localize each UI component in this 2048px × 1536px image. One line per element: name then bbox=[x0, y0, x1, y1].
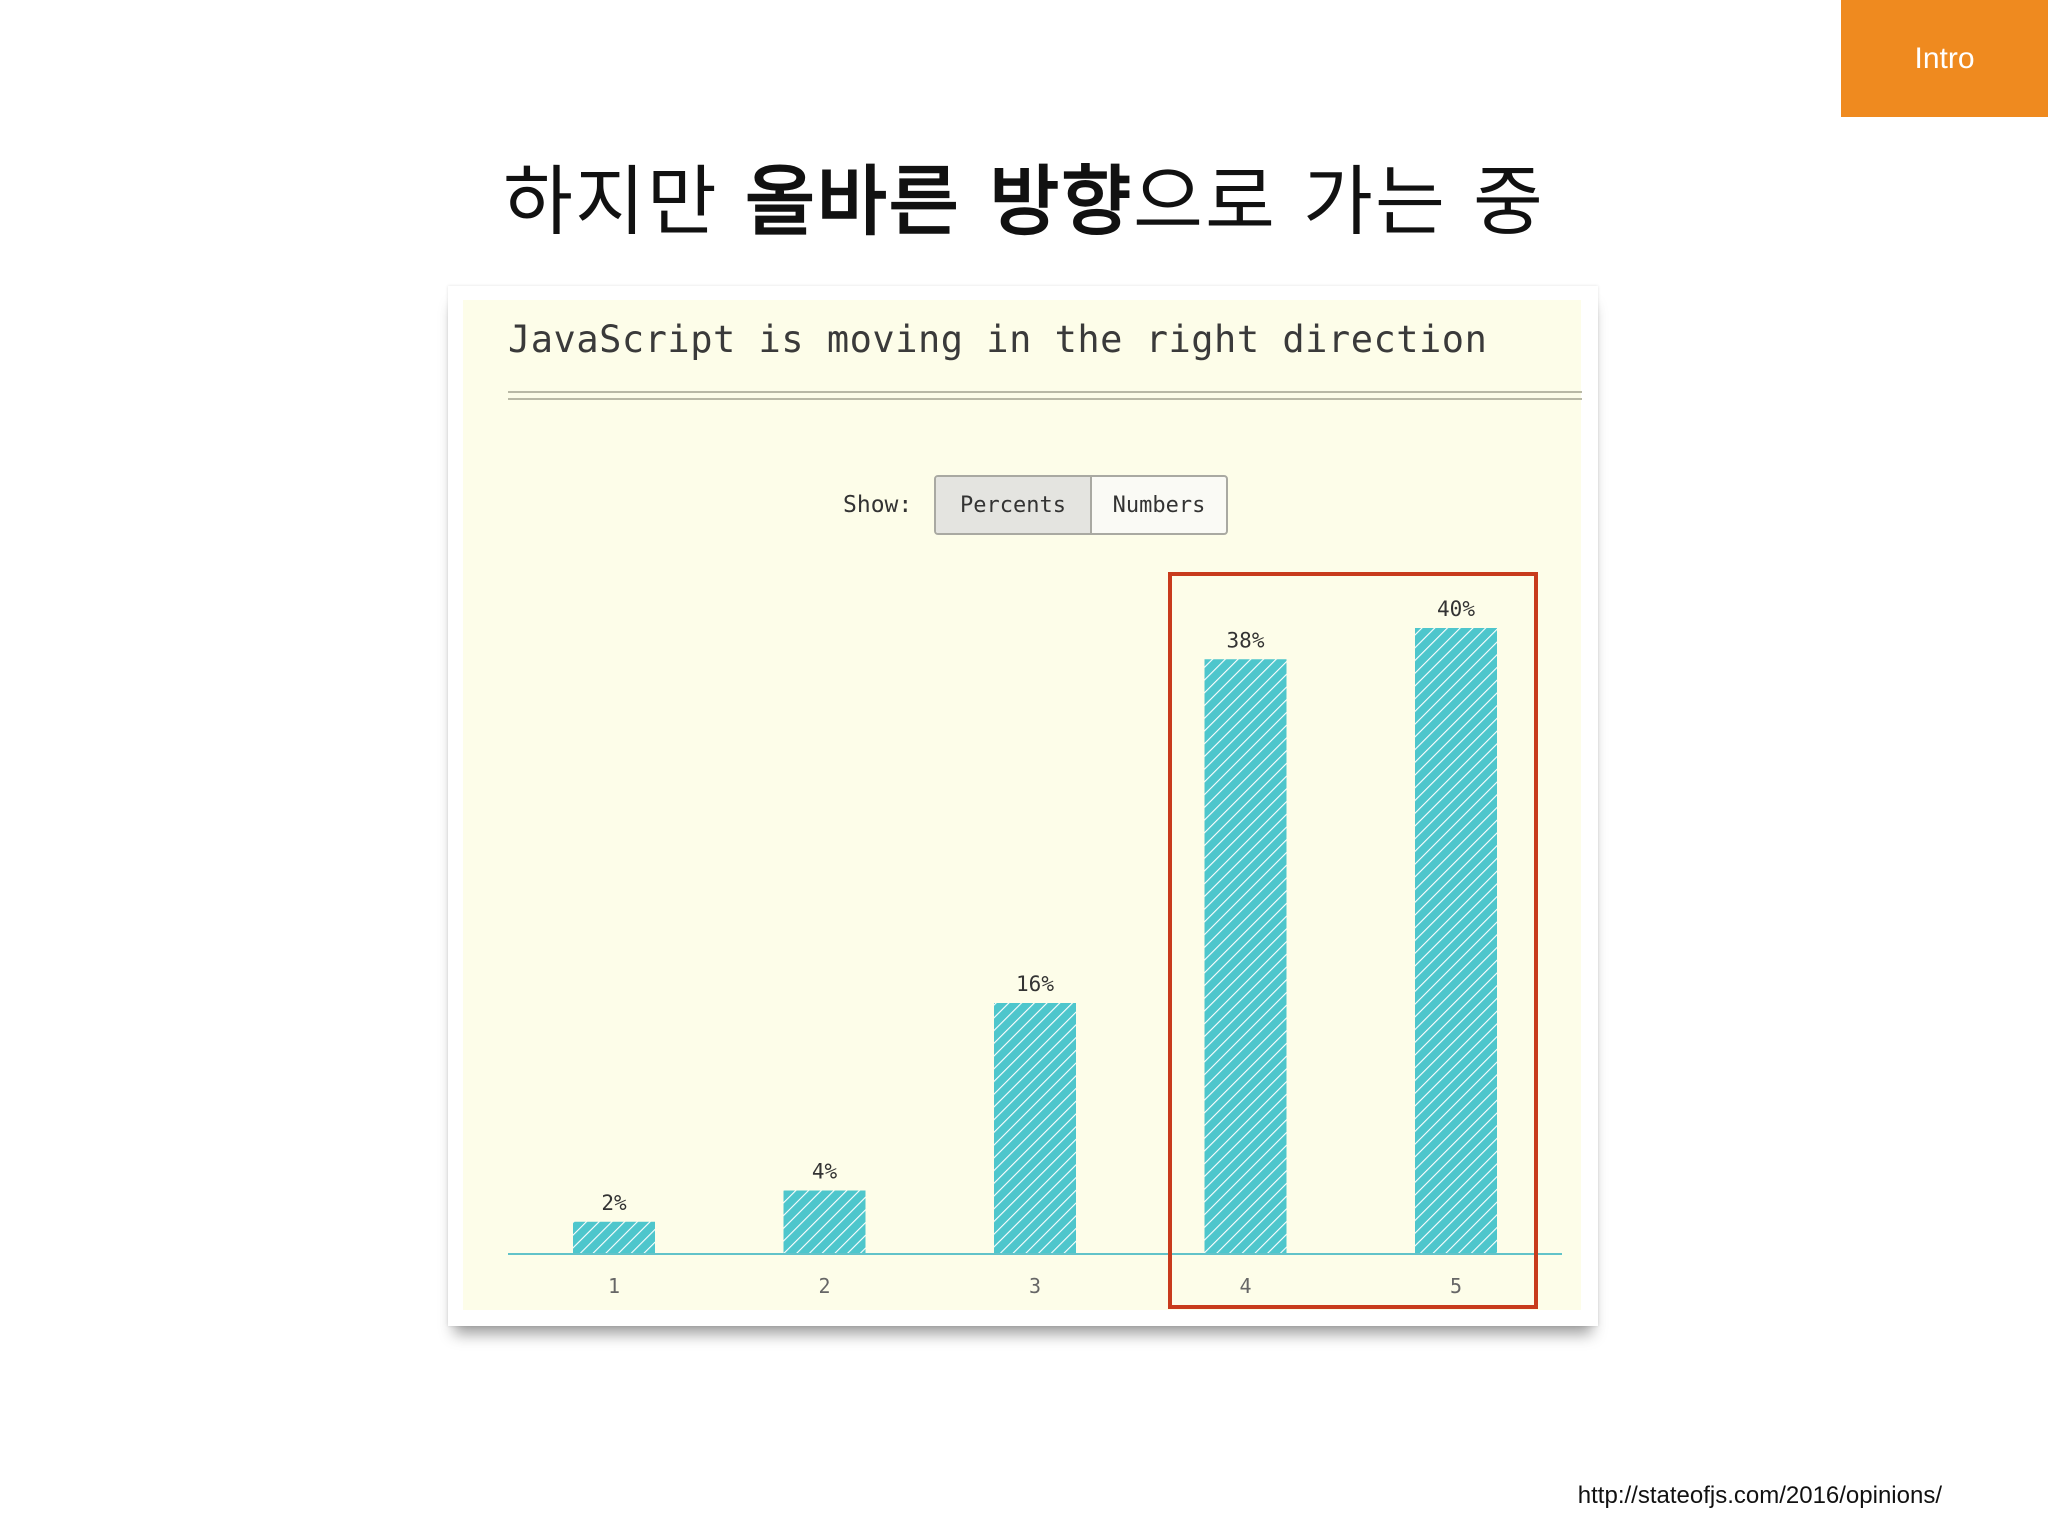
slide-title-part2: 으로 가는 중 bbox=[1133, 157, 1545, 246]
x-tick-label-1: 1 bbox=[608, 1274, 620, 1298]
data-label-2: 4% bbox=[812, 1160, 838, 1184]
toggle-percents-button[interactable]: Percents bbox=[936, 477, 1092, 533]
highlight-box bbox=[1168, 572, 1538, 1309]
bar-5 bbox=[1415, 628, 1497, 1253]
source-link[interactable]: http://stateofjs.com/2016/opinions/ bbox=[1577, 1482, 1942, 1509]
slide-title: 하지만 올바른 방향으로 가는 중 bbox=[0, 140, 2048, 250]
bar-1 bbox=[573, 1221, 655, 1253]
show-label: Show: bbox=[843, 492, 913, 518]
slide-title-bold: 올바른 방향 bbox=[744, 157, 1134, 246]
toggle-numbers-button[interactable]: Numbers bbox=[1112, 492, 1206, 518]
data-label-1: 2% bbox=[601, 1191, 627, 1215]
title-divider-bottom bbox=[508, 398, 1582, 400]
data-label-4: 38% bbox=[1227, 628, 1265, 652]
chart-title: JavaScript is moving in the right direct… bbox=[508, 318, 1488, 361]
data-label-5: 40% bbox=[1437, 597, 1475, 621]
bar-3 bbox=[994, 1003, 1076, 1253]
x-tick-label-3: 3 bbox=[1029, 1274, 1041, 1298]
x-tick-label-2: 2 bbox=[818, 1274, 830, 1298]
show-toggle: Percents Numbers bbox=[934, 475, 1228, 535]
bar-2 bbox=[783, 1190, 866, 1253]
bar-4 bbox=[1204, 659, 1287, 1253]
title-divider-top bbox=[508, 391, 1582, 393]
data-label-3: 16% bbox=[1016, 972, 1054, 996]
x-tick-label-4: 4 bbox=[1239, 1274, 1251, 1298]
slide-title-part1: 하지만 bbox=[503, 157, 745, 246]
section-tab-intro[interactable]: Intro bbox=[1841, 0, 2048, 117]
x-tick-label-5: 5 bbox=[1450, 1274, 1462, 1298]
